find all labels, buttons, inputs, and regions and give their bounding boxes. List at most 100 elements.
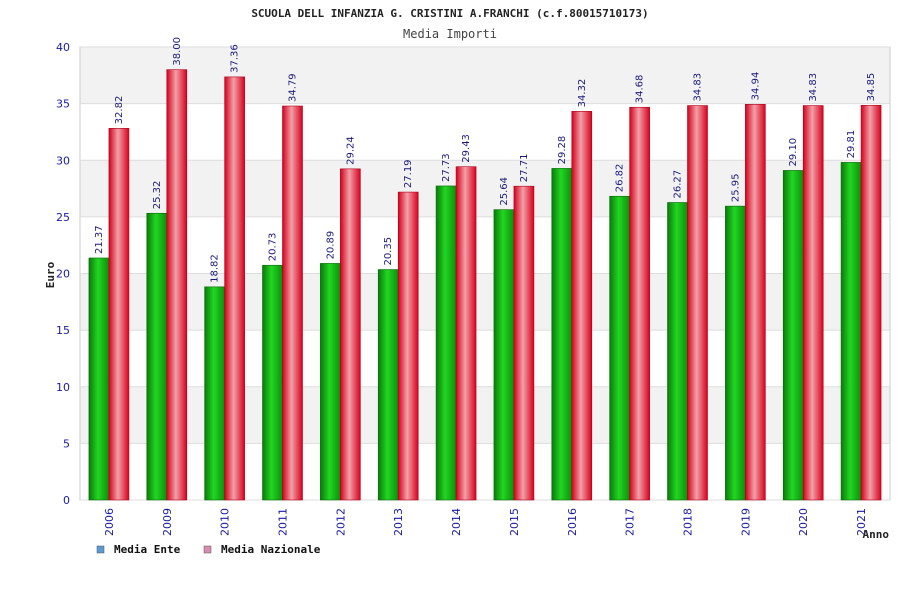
bar-value-label: 29.28 <box>557 136 568 165</box>
bar-media-nazionale <box>224 76 245 501</box>
bar-media-ente <box>377 269 399 501</box>
bar-media-nazionale <box>687 105 708 501</box>
bar-media-ente <box>551 168 573 501</box>
x-tick-label: 2016 <box>566 508 579 536</box>
x-tick-label: 2011 <box>277 508 290 536</box>
bar-value-label: 20.35 <box>383 237 394 266</box>
x-tick-label: 2021 <box>855 508 868 536</box>
bar-media-ente <box>667 202 688 501</box>
bar-value-label: 38.00 <box>172 37 183 66</box>
bar-value-label: 25.64 <box>499 177 510 206</box>
bar-value-label: 29.24 <box>345 136 356 165</box>
bar-value-label: 34.68 <box>635 75 646 104</box>
plot-band <box>80 216 890 274</box>
plot-band <box>80 47 890 104</box>
legend-label-media-ente: Media Ente <box>114 543 181 556</box>
y-tick-label: 15 <box>56 324 70 337</box>
bar-value-label: 29.43 <box>461 134 472 163</box>
bar-media-nazionale <box>455 166 477 501</box>
y-tick-label: 30 <box>56 154 70 167</box>
bar-value-label: 34.32 <box>577 79 588 108</box>
chart-subtitle: Media Importi <box>403 27 497 41</box>
x-tick-label: 2014 <box>450 508 463 536</box>
y-tick-label: 25 <box>56 211 70 224</box>
bar-media-ente <box>609 195 630 501</box>
bar-value-label: 32.82 <box>114 96 125 125</box>
bar-media-nazionale <box>802 105 824 501</box>
plot-band <box>80 160 890 217</box>
bar-media-nazionale <box>860 105 882 501</box>
value-labels: 21.37 32.82 25.32 38.00 18.82 37.36 20.73 34.79… <box>94 37 877 283</box>
x-tick-label: 2018 <box>682 508 695 536</box>
y-axis-label: Euro <box>44 261 57 288</box>
y-tick-label: 20 <box>56 268 70 281</box>
legend: Media Ente Media Nazionale <box>96 543 321 556</box>
x-tick-label: 2009 <box>161 508 174 536</box>
plot-band <box>80 273 890 331</box>
bar-value-label: 27.71 <box>519 154 530 183</box>
bar-media-ente <box>204 286 225 501</box>
bar-value-label: 25.32 <box>152 181 163 210</box>
bar-value-label: 21.37 <box>94 225 105 254</box>
bar-value-label: 20.73 <box>268 233 279 262</box>
bar-media-nazionale <box>397 191 419 501</box>
x-tick-label: 2017 <box>624 508 637 536</box>
bar-media-nazionale <box>745 104 766 501</box>
legend-label-media-nazionale: Media Nazionale <box>221 543 321 556</box>
legend-swatch-media-ente <box>96 545 105 554</box>
bar-value-label: 27.73 <box>441 153 452 182</box>
bar-media-ente <box>840 162 862 501</box>
bar-media-ente <box>725 205 746 501</box>
bar-media-nazionale <box>340 168 361 501</box>
bar-value-label: 34.85 <box>866 73 877 102</box>
bar-media-ente <box>88 257 110 501</box>
bar-value-label: 27.19 <box>403 159 414 188</box>
plot-band <box>80 443 890 500</box>
plot-band <box>80 103 890 161</box>
x-axis-label: Anno <box>863 528 890 541</box>
bar-media-nazionale <box>513 185 535 501</box>
bar-media-nazionale <box>282 105 303 501</box>
bar-value-label: 34.83 <box>808 73 819 102</box>
bar-value-label: 18.82 <box>210 254 221 283</box>
x-axis-ticks: 2006 2009 2010 2011 2012 2013 2014 2015 2016 2017… <box>103 508 868 536</box>
bar-media-nazionale <box>108 128 130 501</box>
bar-value-label: 34.94 <box>750 72 761 101</box>
x-tick-label: 2013 <box>392 508 405 536</box>
x-tick-label: 2019 <box>739 508 752 536</box>
x-tick-label: 2020 <box>797 508 810 536</box>
bar-value-label: 34.79 <box>288 73 299 102</box>
y-tick-label: 35 <box>56 98 70 111</box>
y-axis-ticks: 0 5 10 15 20 25 30 35 40 <box>56 41 70 507</box>
bar-value-label: 25.95 <box>730 173 741 202</box>
x-tick-label: 2006 <box>103 508 116 536</box>
x-tick-label: 2015 <box>508 508 521 536</box>
y-tick-label: 10 <box>56 381 70 394</box>
bar-media-nazionale <box>166 69 188 501</box>
bar-media-ente <box>493 209 515 501</box>
bar-value-label: 26.82 <box>615 164 626 193</box>
bar-media-nazionale <box>629 106 650 501</box>
plot-band <box>80 330 890 387</box>
bar-value-label: 20.89 <box>325 231 336 260</box>
bar-media-ente <box>435 185 457 501</box>
bar-value-label: 26.27 <box>673 170 684 199</box>
chart-title: SCUOLA DELL INFANZIA G. CRISTINI A.FRANC… <box>251 7 648 20</box>
bar-media-nazionale <box>571 111 593 501</box>
bar-media-ente <box>320 263 341 501</box>
bar-value-label: 29.81 <box>846 130 857 159</box>
bar-media-ente <box>782 170 804 501</box>
bar-media-ente <box>146 212 168 501</box>
bar-value-label: 37.36 <box>230 44 241 73</box>
bar-value-label: 29.10 <box>788 138 799 167</box>
x-tick-label: 2012 <box>334 508 347 536</box>
x-tick-label: 2010 <box>219 508 232 536</box>
y-tick-label: 0 <box>63 494 70 507</box>
y-tick-label: 40 <box>56 41 70 54</box>
legend-swatch-media-nazionale <box>203 545 212 554</box>
bar-media-ente <box>262 264 283 501</box>
y-tick-label: 5 <box>63 437 70 450</box>
bars <box>88 69 882 501</box>
plot-band <box>80 386 890 444</box>
